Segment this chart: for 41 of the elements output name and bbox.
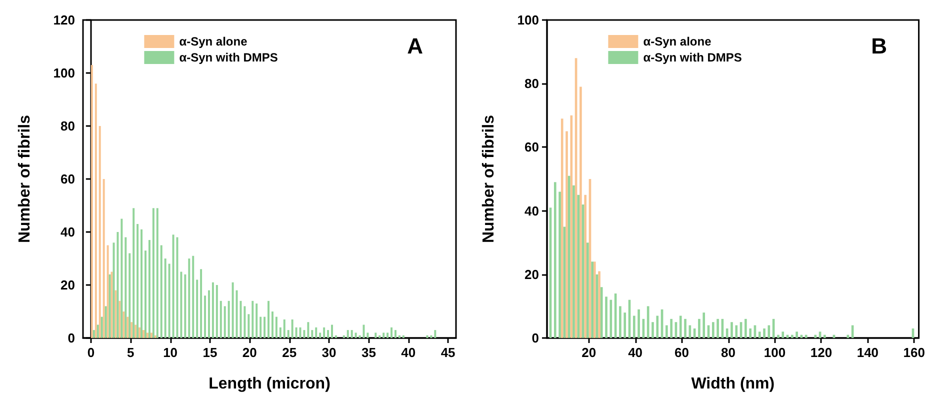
y-tick-label: 20	[60, 278, 75, 292]
x-tick-label: 0	[87, 345, 95, 360]
text: A	[407, 34, 424, 58]
y-tick-label: 40	[524, 203, 539, 218]
x-tick-label: 80	[721, 345, 736, 360]
x-tick-label: 25	[282, 345, 297, 360]
x-tick-label: 10	[163, 345, 178, 360]
y-axis-title: Number of fibrils	[16, 114, 34, 244]
x-axis-title: Width (nm)	[691, 376, 775, 392]
legend-label: α-Syn alone	[643, 34, 712, 48]
y-tick-label: 0	[68, 330, 75, 346]
y-tick-label: 0	[532, 330, 539, 346]
y-tick-label: 100	[517, 12, 539, 28]
x-tick-label: 35	[361, 345, 376, 360]
x-tick-label: 30	[322, 345, 336, 360]
legend-label: α-Syn with DMPS	[643, 50, 742, 64]
y-tick-label: 100	[53, 66, 75, 80]
text: B	[871, 34, 888, 58]
x-tick-label: 45	[440, 345, 456, 360]
x-tick-label: 40	[628, 345, 643, 360]
legend-label: α-Syn with DMPS	[179, 50, 278, 64]
x-tick-label: 120	[810, 345, 832, 360]
legend-label: α-Syn alone	[179, 34, 248, 48]
x-tick-label: 100	[764, 345, 786, 360]
y-tick-label: 60	[524, 140, 539, 155]
x-axis-title: Length (micron)	[208, 376, 330, 392]
x-tick-label: 40	[401, 345, 416, 360]
y-tick-label: 20	[524, 266, 539, 282]
x-tick-label: 20	[582, 345, 596, 360]
x-tick-label: 160	[903, 345, 926, 360]
y-tick-label: 40	[60, 224, 75, 240]
y-tick-label: 80	[524, 76, 539, 92]
y-axis-title: Number of fibrils	[480, 114, 498, 244]
x-tick-label: 140	[856, 345, 879, 360]
y-tick-label: 80	[60, 118, 75, 134]
y-tick-label: 120	[53, 12, 75, 28]
x-tick-label: 20	[242, 345, 257, 360]
x-tick-label: 15	[202, 345, 218, 360]
x-tick-label: 60	[674, 345, 690, 360]
x-tick-label: 5	[127, 345, 134, 360]
y-tick-label: 60	[60, 172, 75, 186]
